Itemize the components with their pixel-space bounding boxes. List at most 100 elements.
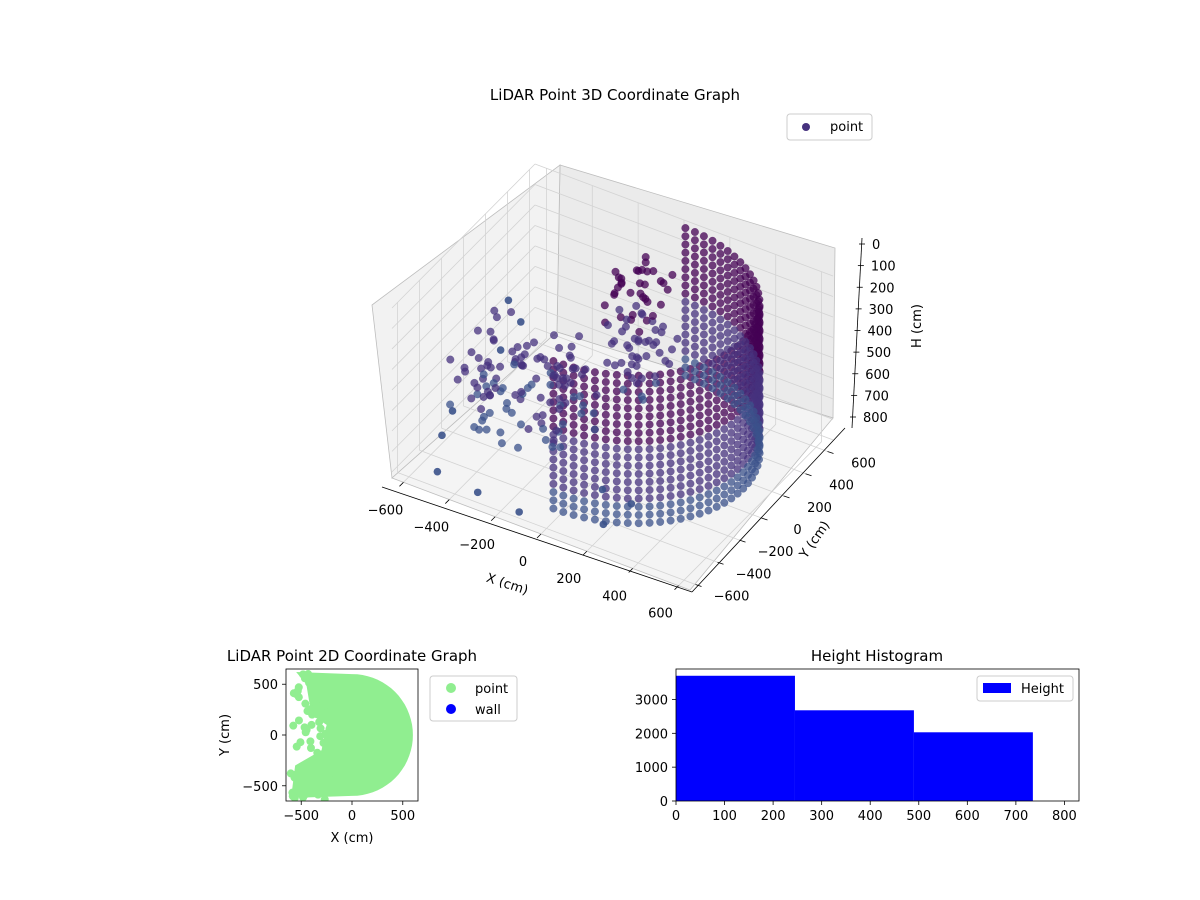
- point-3d: [709, 376, 717, 384]
- chart-2d-title: LiDAR Point 2D Coordinate Graph: [227, 647, 477, 665]
- h-axis-label-3d: H (cm): [910, 304, 925, 348]
- hist-x-tick-label: 500: [906, 809, 931, 824]
- point-3d: [627, 289, 635, 297]
- point-3d: [591, 475, 599, 483]
- point-3d: [705, 433, 713, 441]
- legend-3d-point-marker: [802, 123, 810, 131]
- point-3d: [696, 395, 704, 403]
- point-3d: [635, 454, 643, 462]
- point-3d: [717, 250, 725, 258]
- point-3d: [657, 301, 665, 309]
- point-3d: [613, 469, 621, 477]
- point-3d: [580, 506, 588, 514]
- point-3d: [691, 261, 699, 269]
- point-3d: [682, 331, 690, 339]
- point-3d: [724, 255, 732, 263]
- hist-x-tick-label: 100: [712, 809, 737, 824]
- point-2d: [323, 709, 331, 717]
- point-3d: [480, 371, 488, 379]
- point-3d: [567, 379, 575, 387]
- y-tick-mark: [806, 474, 812, 476]
- point-3d: [709, 303, 717, 311]
- histogram-title: Height Histogram: [811, 647, 943, 665]
- point-3d: [717, 381, 725, 389]
- x-tick-label: −400: [413, 521, 449, 536]
- point-3d: [484, 388, 492, 396]
- point-3d: [709, 360, 717, 368]
- point-3d: [474, 327, 482, 335]
- point-3d: [613, 388, 621, 396]
- point-3d: [633, 379, 641, 387]
- point-3d: [602, 411, 610, 419]
- point-3d: [717, 357, 725, 365]
- point-3d: [696, 420, 704, 428]
- point-3d: [656, 403, 664, 411]
- point-3d: [724, 346, 732, 354]
- point-3d: [550, 456, 558, 464]
- point-3d: [709, 368, 717, 376]
- point-3d: [705, 400, 713, 408]
- point-3d: [667, 394, 675, 402]
- point-3d: [517, 421, 525, 429]
- point-3d: [709, 237, 717, 245]
- point-3d: [677, 425, 685, 433]
- point-3d: [667, 459, 675, 467]
- point-3d: [691, 318, 699, 326]
- point-3d: [580, 514, 588, 522]
- point-3d: [724, 362, 732, 370]
- y-axis-label-3d: Y (cm): [796, 518, 833, 562]
- point-3d: [550, 497, 558, 505]
- point-3d: [570, 454, 578, 462]
- point-3d: [635, 511, 643, 519]
- point-2d: [313, 749, 321, 757]
- point-3d-outlier: [515, 508, 523, 516]
- point-3d: [633, 267, 641, 275]
- point-3d: [705, 466, 713, 474]
- point-3d: [553, 374, 561, 382]
- point-3d: [677, 507, 685, 515]
- point-3d: [509, 348, 517, 356]
- point-3d: [533, 413, 541, 421]
- point-3d: [580, 481, 588, 489]
- point-3d: [613, 494, 621, 502]
- y-tick-mark: [784, 496, 790, 498]
- point-3d: [580, 473, 588, 481]
- h-tick-label: 600: [865, 368, 890, 383]
- point-3d: [682, 364, 690, 372]
- point-3d: [646, 404, 654, 412]
- point-3d: [691, 302, 699, 310]
- point-3d: [656, 461, 664, 469]
- histogram-bar: [795, 710, 914, 801]
- point-3d: [709, 311, 717, 319]
- point-3d: [696, 453, 704, 461]
- point-3d: [656, 494, 664, 502]
- point-3d: [620, 386, 628, 394]
- point-3d: [677, 449, 685, 457]
- x-tick-label-2d: 0: [348, 809, 356, 824]
- point-3d: [667, 402, 675, 410]
- point-3d: [603, 359, 611, 367]
- point-3d: [677, 400, 685, 408]
- point-3d: [646, 429, 654, 437]
- point-3d: [709, 278, 717, 286]
- point-3d: [677, 409, 685, 417]
- point-3d: [560, 508, 568, 516]
- point-3d: [717, 283, 725, 291]
- point-3d: [717, 291, 725, 299]
- point-3d: [696, 444, 704, 452]
- scatter-2d-area: [287, 670, 413, 803]
- chart-3d: LiDAR Point 3D Coordinate Graph −600 −400…: [368, 86, 925, 622]
- point-3d: [687, 431, 695, 439]
- point-3d: [717, 389, 725, 397]
- point-3d: [613, 437, 621, 445]
- point-3d: [696, 436, 704, 444]
- point-3d: [635, 405, 643, 413]
- h-axis-line: [852, 238, 862, 428]
- point-3d: [682, 249, 690, 257]
- point-3d: [667, 427, 675, 435]
- point-3d: [510, 361, 518, 369]
- x-tick-mark: [583, 551, 587, 555]
- point-3d: [687, 480, 695, 488]
- point-3d-outlier: [474, 489, 482, 497]
- x-tick-mark: [445, 500, 449, 504]
